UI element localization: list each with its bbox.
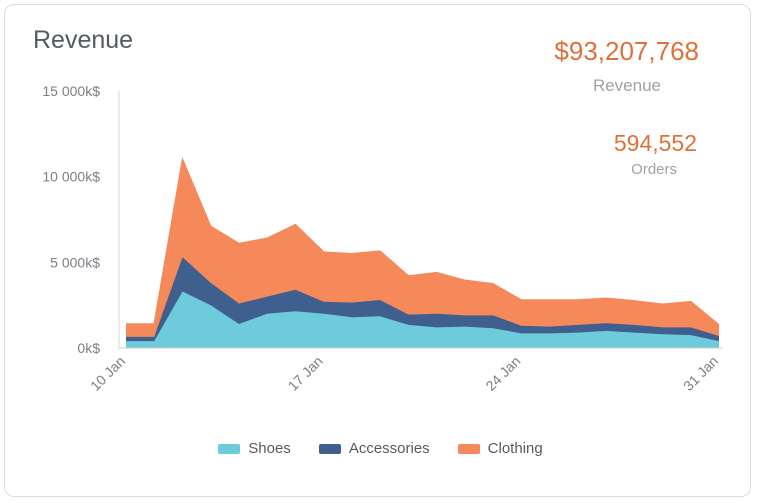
legend-label: Shoes: [248, 440, 291, 457]
y-tick-label: 15 000k$: [42, 83, 100, 99]
y-tick-label: 10 000k$: [42, 169, 100, 185]
orders-kpi-label: Orders: [631, 161, 677, 178]
orders-kpi-value: 594,552: [613, 130, 697, 156]
area-accessories: [126, 257, 719, 342]
legend-label: Accessories: [348, 440, 430, 457]
legend-item-shoes[interactable]: Shoes: [218, 440, 291, 457]
legend-label: Clothing: [487, 440, 543, 457]
revenue-card: [4, 4, 751, 497]
y-axis-ticks: 0k$ 5 000k$ 10 000k$ 15 000k$: [42, 83, 100, 356]
x-axis-ticks: 10 Jan 17 Jan 24 Jan 31 Jan: [87, 353, 721, 394]
area-clothing: [126, 159, 719, 337]
chart-legend: Shoes Accessories Clothing: [0, 440, 761, 457]
x-tick-label: 24 Jan: [482, 353, 523, 394]
legend-swatch: [318, 443, 341, 454]
x-tick-label: 31 Jan: [680, 353, 721, 394]
area-shoes: [126, 291, 719, 348]
line-clothing: [126, 156, 720, 326]
series-areas: [126, 156, 720, 348]
y-tick-label: 0k$: [77, 340, 100, 356]
y-tick-label: 5 000k$: [50, 254, 100, 270]
legend-item-clothing[interactable]: Clothing: [457, 440, 543, 457]
x-tick-label: 17 Jan: [285, 353, 326, 394]
revenue-kpi-label: Revenue: [592, 76, 661, 95]
legend-swatch: [218, 443, 241, 454]
card-title: Revenue: [33, 26, 134, 54]
x-tick-label: 10 Jan: [87, 353, 128, 394]
revenue-kpi-value: $93,207,768: [554, 36, 699, 66]
legend-swatch: [457, 443, 480, 454]
legend-item-accessories[interactable]: Accessories: [318, 440, 430, 457]
